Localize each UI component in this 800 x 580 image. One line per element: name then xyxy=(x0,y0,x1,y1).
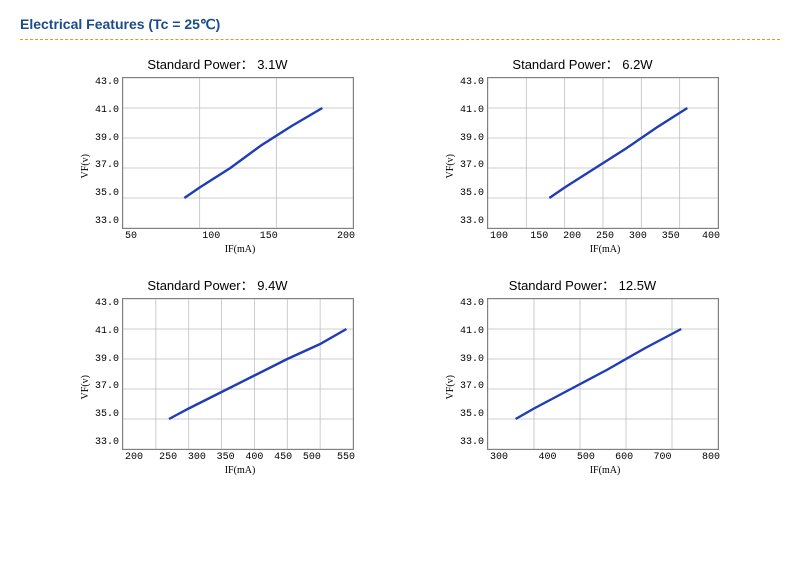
y-tick: 37.0 xyxy=(95,381,119,392)
y-axis-label: VF(v) xyxy=(80,154,91,178)
y-tick: 33.0 xyxy=(460,437,484,448)
x-tick: 550 xyxy=(326,452,355,463)
chart-title: Standard Power： 12.5W xyxy=(509,275,656,294)
chart-1: Standard Power： 6.2W VF(v) 43.0 41.0 39.0 37.… xyxy=(415,54,750,255)
section-title: Electrical Features (Tc = 25℃) xyxy=(20,16,780,33)
x-tick: 350 xyxy=(654,231,687,242)
y-axis-label: VF(v) xyxy=(445,375,456,399)
x-tick: 150 xyxy=(523,231,556,242)
y-axis-label: VF(v) xyxy=(80,375,91,399)
y-tick: 37.0 xyxy=(460,381,484,392)
x-tick: 400 xyxy=(687,231,720,242)
chart-3: Standard Power： 12.5W VF(v) 43.0 41.0 39.0 37… xyxy=(415,275,750,476)
x-ticks: 200250300350400450500550 xyxy=(125,452,355,463)
x-tick: 700 xyxy=(643,452,681,463)
x-tick: 100 xyxy=(490,231,523,242)
y-tick: 35.0 xyxy=(95,188,119,199)
y-tick: 33.0 xyxy=(95,216,119,227)
y-tick: 37.0 xyxy=(95,160,119,171)
plot-area xyxy=(122,298,354,450)
x-tick: 350 xyxy=(211,452,240,463)
chart-title: Standard Power： 3.1W xyxy=(147,54,287,73)
x-tick: 300 xyxy=(183,452,212,463)
y-tick: 33.0 xyxy=(95,437,119,448)
y-tick: 43.0 xyxy=(460,77,484,88)
x-tick: 300 xyxy=(490,452,528,463)
y-axis-label: VF(v) xyxy=(445,154,456,178)
data-line xyxy=(184,108,322,198)
x-tick: 400 xyxy=(240,452,269,463)
x-tick: 500 xyxy=(298,452,327,463)
y-tick: 43.0 xyxy=(95,298,119,309)
y-tick: 41.0 xyxy=(460,105,484,116)
y-tick: 43.0 xyxy=(460,298,484,309)
chart-title: Standard Power： 6.2W xyxy=(512,54,652,73)
y-tick: 41.0 xyxy=(95,326,119,337)
plot-area xyxy=(122,77,354,229)
data-line xyxy=(549,108,687,198)
y-tick: 43.0 xyxy=(95,77,119,88)
x-tick: 150 xyxy=(240,231,298,242)
y-tick: 35.0 xyxy=(95,409,119,420)
y-tick: 35.0 xyxy=(460,188,484,199)
y-ticks: 43.0 41.0 39.0 37.0 35.0 33.0 xyxy=(95,77,122,227)
x-tick: 250 xyxy=(589,231,622,242)
plot-area xyxy=(487,298,719,450)
x-ticks: 50100150200 xyxy=(125,231,355,242)
x-tick: 200 xyxy=(125,452,154,463)
y-ticks: 43.0 41.0 39.0 37.0 35.0 33.0 xyxy=(460,77,487,227)
data-line xyxy=(516,329,682,419)
x-tick: 400 xyxy=(528,452,566,463)
x-tick: 800 xyxy=(682,452,720,463)
x-tick: 200 xyxy=(298,231,356,242)
y-tick: 35.0 xyxy=(460,409,484,420)
chart-2: Standard Power： 9.4W VF(v) 43.0 41.0 39.0 37.… xyxy=(50,275,385,476)
y-tick: 39.0 xyxy=(460,354,484,365)
x-ticks: 300400500600700800 xyxy=(490,452,720,463)
x-tick: 250 xyxy=(154,452,183,463)
y-tick: 41.0 xyxy=(460,326,484,337)
x-axis-label: IF(mA) xyxy=(490,465,720,476)
y-tick: 39.0 xyxy=(95,354,119,365)
x-tick: 50 xyxy=(125,231,183,242)
x-tick: 500 xyxy=(567,452,605,463)
charts-grid: Standard Power： 3.1W VF(v) 43.0 41.0 39.0 37.… xyxy=(20,54,780,476)
x-tick: 300 xyxy=(621,231,654,242)
y-tick: 33.0 xyxy=(460,216,484,227)
section-divider xyxy=(20,39,780,40)
x-tick: 200 xyxy=(556,231,589,242)
chart-title: Standard Power： 9.4W xyxy=(147,275,287,294)
x-ticks: 100150200250300350400 xyxy=(490,231,720,242)
y-tick: 41.0 xyxy=(95,105,119,116)
x-axis-label: IF(mA) xyxy=(125,465,355,476)
y-tick: 39.0 xyxy=(95,133,119,144)
x-tick: 450 xyxy=(269,452,298,463)
y-tick: 37.0 xyxy=(460,160,484,171)
y-ticks: 43.0 41.0 39.0 37.0 35.0 33.0 xyxy=(460,298,487,448)
plot-area xyxy=(487,77,719,229)
x-tick: 100 xyxy=(183,231,241,242)
x-axis-label: IF(mA) xyxy=(490,244,720,255)
x-tick: 600 xyxy=(605,452,643,463)
y-tick: 39.0 xyxy=(460,133,484,144)
x-axis-label: IF(mA) xyxy=(125,244,355,255)
chart-0: Standard Power： 3.1W VF(v) 43.0 41.0 39.0 37.… xyxy=(50,54,385,255)
y-ticks: 43.0 41.0 39.0 37.0 35.0 33.0 xyxy=(95,298,122,448)
